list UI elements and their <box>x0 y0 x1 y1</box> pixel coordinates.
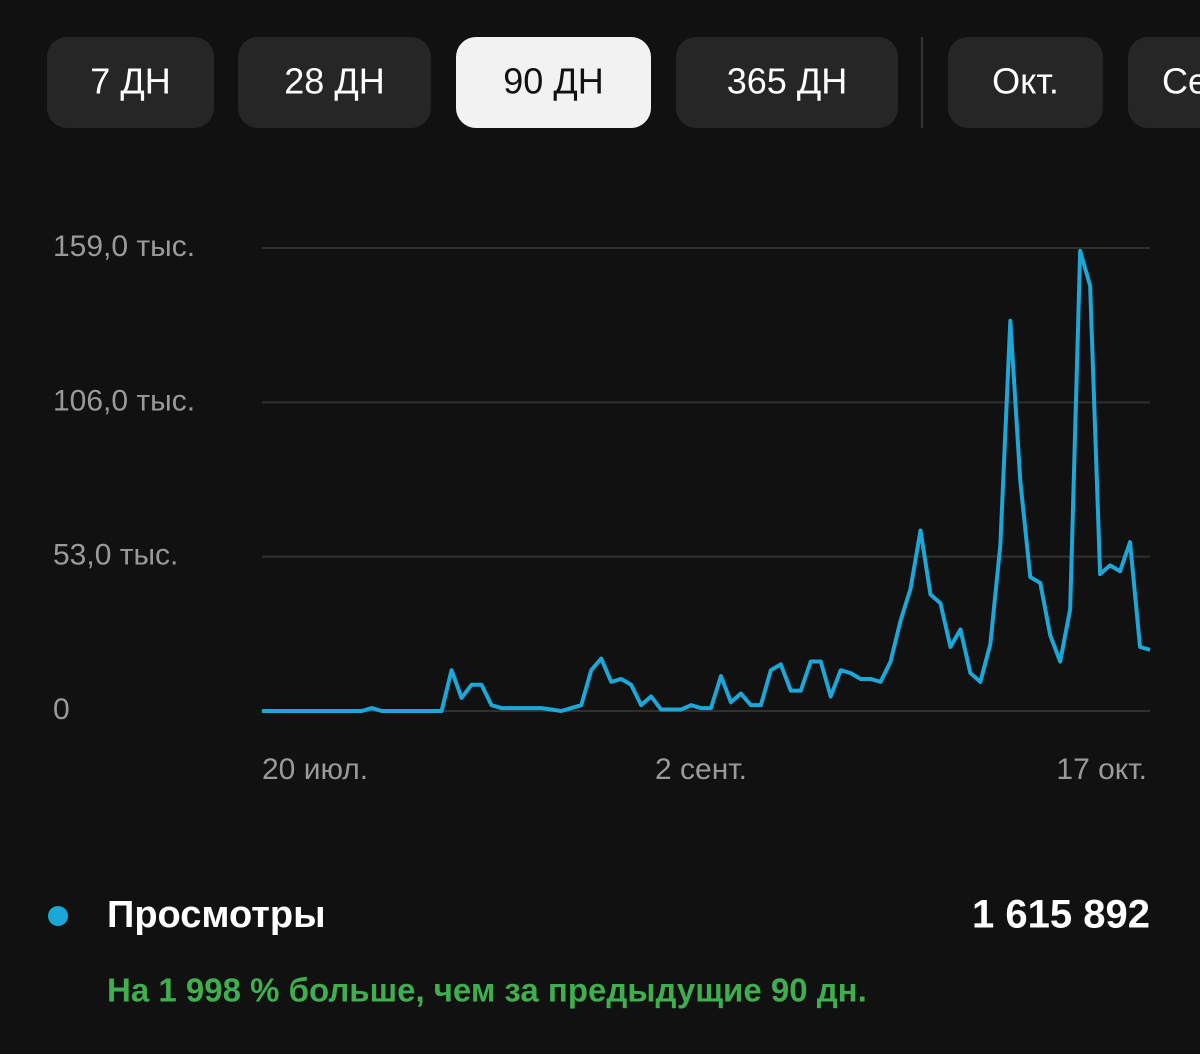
tab-label: 7 ДН <box>90 61 170 102</box>
tab-label: 28 ДН <box>284 61 384 102</box>
tab[interactable] <box>948 37 1103 128</box>
legend-dot <box>48 906 68 926</box>
tab[interactable] <box>238 37 431 128</box>
tab[interactable] <box>1128 37 1200 128</box>
y-tick-label: 106,0 тыс. <box>53 384 195 417</box>
x-tick-label: 20 июл. <box>262 753 368 786</box>
line-series <box>262 248 1151 713</box>
legend-label: Просмотры <box>107 894 326 936</box>
tab-label: 90 ДН <box>503 61 603 102</box>
tab-label: 365 ДН <box>727 61 847 102</box>
total-views: 1 615 892 <box>972 893 1150 937</box>
tab[interactable] <box>456 37 651 128</box>
comparison-note: На 1 998 % больше, чем за предыдущие 90 … <box>107 972 867 1009</box>
tab[interactable] <box>676 37 898 128</box>
y-tick-label: 53,0 тыс. <box>53 539 178 572</box>
x-tick-label: 2 сент. <box>655 753 747 786</box>
tab-label: Окт. <box>992 61 1059 102</box>
tab[interactable] <box>47 37 214 128</box>
x-tick-label: 17 окт. <box>1056 753 1147 786</box>
tab-label: Сент. <box>1162 61 1200 102</box>
y-tick-label: 0 <box>53 693 70 726</box>
y-tick-label: 159,0 тыс. <box>53 230 195 263</box>
